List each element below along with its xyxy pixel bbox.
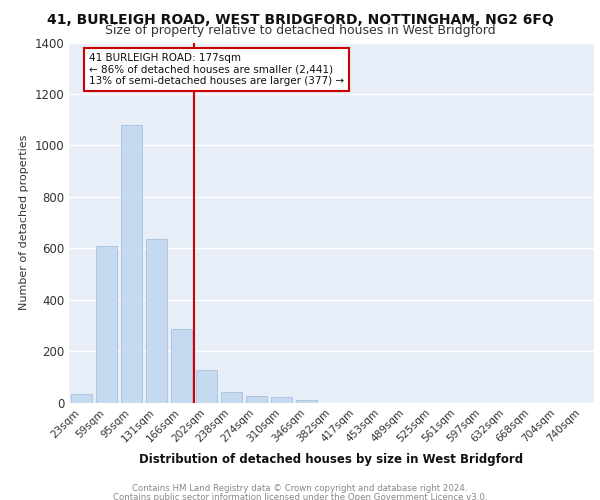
Bar — [71, 394, 92, 402]
Text: 41, BURLEIGH ROAD, WEST BRIDGFORD, NOTTINGHAM, NG2 6FQ: 41, BURLEIGH ROAD, WEST BRIDGFORD, NOTTI… — [47, 12, 553, 26]
Bar — [271, 398, 292, 402]
Text: Contains HM Land Registry data © Crown copyright and database right 2024.: Contains HM Land Registry data © Crown c… — [132, 484, 468, 493]
Bar — [246, 396, 267, 402]
Text: Size of property relative to detached houses in West Bridgford: Size of property relative to detached ho… — [104, 24, 496, 37]
Text: Contains public sector information licensed under the Open Government Licence v3: Contains public sector information licen… — [113, 492, 487, 500]
Bar — [146, 239, 167, 402]
X-axis label: Distribution of detached houses by size in West Bridgford: Distribution of detached houses by size … — [139, 452, 524, 466]
Bar — [196, 370, 217, 402]
Bar — [221, 392, 242, 402]
Y-axis label: Number of detached properties: Number of detached properties — [19, 135, 29, 310]
Bar — [296, 400, 317, 402]
Bar — [171, 329, 192, 402]
Text: 41 BURLEIGH ROAD: 177sqm
← 86% of detached houses are smaller (2,441)
13% of sem: 41 BURLEIGH ROAD: 177sqm ← 86% of detach… — [89, 53, 344, 86]
Bar — [96, 246, 117, 402]
Bar — [121, 125, 142, 402]
